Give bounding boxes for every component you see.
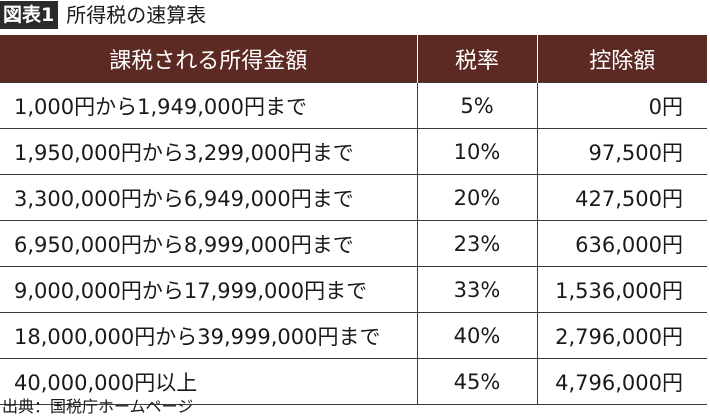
table-row: 9,000,000円から17,999,000円まで 33% 1,536,000円	[0, 266, 707, 313]
income-range-cell: 6,950,000円から8,999,000円まで	[0, 220, 417, 267]
tax-rate-cell: 10%	[416, 128, 537, 175]
deduction-cell: 4,796,000円	[536, 358, 707, 405]
figure-tag: 図表1	[0, 1, 59, 29]
table-row: 40,000,000円以上 45% 4,796,000円	[0, 358, 707, 405]
income-range-cell: 9,000,000円から17,999,000円まで	[0, 266, 417, 313]
tax-rate-cell: 20%	[416, 174, 537, 221]
deduction-cell: 427,500円	[536, 174, 707, 221]
tax-rate-cell: 23%	[416, 220, 537, 267]
header-deduction: 控除額	[536, 35, 707, 83]
tax-rate-cell: 33%	[416, 266, 537, 313]
header-taxable-income: 課税される所得金額	[0, 35, 417, 83]
source-note: 出典：国税庁ホームページ	[2, 397, 194, 416]
header-tax-rate: 税率	[416, 35, 537, 83]
deduction-cell: 1,536,000円	[536, 266, 707, 313]
income-range-cell: 1,000円から1,949,000円まで	[0, 82, 417, 129]
figure-title: 所得税の速算表	[66, 3, 207, 27]
income-range-cell: 40,000,000円以上	[0, 358, 417, 405]
table-row: 1,000円から1,949,000円まで 5% 0円	[0, 82, 707, 129]
table-header-row: 課税される所得金額 税率 控除額	[0, 35, 707, 83]
deduction-cell: 2,796,000円	[536, 312, 707, 359]
tax-rate-cell: 40%	[416, 312, 537, 359]
deduction-cell: 636,000円	[536, 220, 707, 267]
tax-rate-table: 課税される所得金額 税率 控除額 1,000円から1,949,000円まで 5%…	[0, 35, 707, 405]
tax-rate-cell: 45%	[416, 358, 537, 405]
tax-rate-cell: 5%	[416, 82, 537, 129]
table-row: 1,950,000円から3,299,000円まで 10% 97,500円	[0, 128, 707, 175]
income-range-cell: 1,950,000円から3,299,000円まで	[0, 128, 417, 175]
deduction-cell: 0円	[536, 82, 707, 129]
table-row: 6,950,000円から8,999,000円まで 23% 636,000円	[0, 220, 707, 267]
income-range-cell: 3,300,000円から6,949,000円まで	[0, 174, 417, 221]
deduction-cell: 97,500円	[536, 128, 707, 175]
table-row: 18,000,000円から39,999,000円まで 40% 2,796,000…	[0, 312, 707, 359]
income-range-cell: 18,000,000円から39,999,000円まで	[0, 312, 417, 359]
table-row: 3,300,000円から6,949,000円まで 20% 427,500円	[0, 174, 707, 221]
figure-title-row: 図表1 所得税の速算表	[0, 0, 206, 30]
